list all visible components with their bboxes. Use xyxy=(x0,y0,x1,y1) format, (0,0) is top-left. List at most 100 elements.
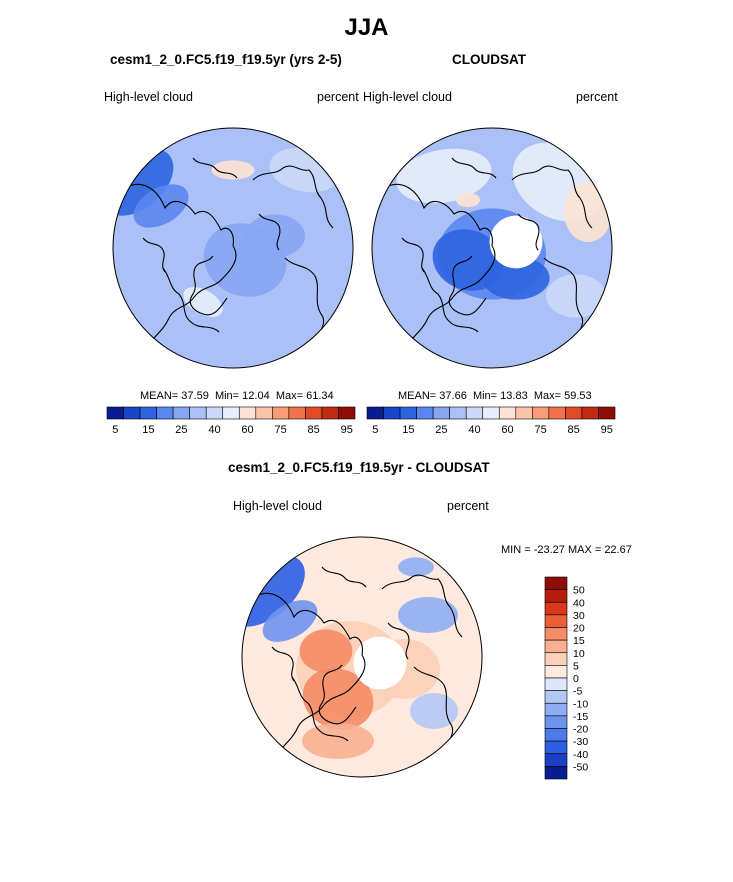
map-coastline xyxy=(383,183,493,247)
colorbar-swatch xyxy=(544,728,568,742)
colorbar-tick-label: 5 xyxy=(112,424,118,436)
panel1-colorbar: 5 15 25 40 60 75 85 95 xyxy=(106,406,356,436)
panel2-stats: MEAN= 37.66 Min= 13.83 Max= 59.53 xyxy=(398,390,592,402)
colorbar-swatch xyxy=(498,406,517,420)
panel1-map xyxy=(112,127,354,369)
map-coastline xyxy=(291,676,349,742)
panel1-min-label: Min= xyxy=(214,390,240,402)
map-coastline xyxy=(253,592,363,656)
map-coastline xyxy=(321,566,367,588)
colorbar-tick-label: 15 xyxy=(573,635,585,647)
map-coastline xyxy=(271,646,295,682)
colorbar-tick-label: 25 xyxy=(435,424,447,436)
panel2-title: CLOUDSAT xyxy=(452,52,526,67)
colorbar-tick-label: 5 xyxy=(573,660,579,672)
colorbar-swatch xyxy=(598,406,616,420)
panel2-min: 13.83 xyxy=(500,390,528,402)
colorbar-tick-label: -10 xyxy=(573,698,588,710)
colorbar-swatch xyxy=(321,406,339,420)
colorbar-swatch xyxy=(416,406,434,420)
map-field-region xyxy=(398,557,434,577)
panel1-mean: 37.59 xyxy=(181,390,209,402)
colorbar-swatch xyxy=(255,406,273,420)
panel1-max-label: Max= xyxy=(275,390,304,402)
map-border xyxy=(371,127,613,369)
colorbar-swatch xyxy=(432,406,450,420)
colorbar-tick-label: 10 xyxy=(573,648,585,660)
panel2-colorbar: 5 15 25 40 60 75 85 95 xyxy=(366,406,616,436)
colorbar-swatch xyxy=(338,406,356,420)
panel3-title: cesm1_2_0.FC5.f19_f19.5yr - CLOUDSAT xyxy=(228,460,490,475)
map-coastline xyxy=(517,213,540,251)
colorbar-swatch xyxy=(482,406,500,420)
map-coastline xyxy=(189,255,228,316)
colorbar-swatch xyxy=(544,740,568,755)
colorbar-swatch xyxy=(305,406,323,420)
colorbar-swatch xyxy=(449,406,467,420)
map-coastline xyxy=(271,654,366,762)
map-field-region xyxy=(133,184,189,228)
panel1-min: 12.04 xyxy=(242,390,270,402)
colorbar-tick-label: -40 xyxy=(573,749,588,761)
colorbar-swatch xyxy=(172,406,190,420)
panel2-min-label: Min= xyxy=(472,390,498,402)
map-field-region xyxy=(211,160,255,180)
colorbar-tick-label: 85 xyxy=(568,424,580,436)
map-coastline xyxy=(124,183,234,247)
map-missing-data xyxy=(489,215,543,269)
colorbar-tick-label: -20 xyxy=(573,724,588,736)
panel1-max: 61.34 xyxy=(306,390,334,402)
colorbar-tick-label: 95 xyxy=(601,424,613,436)
panel1-title: cesm1_2_0.FC5.f19_f19.5yr (yrs 2-5) xyxy=(110,52,342,67)
colorbar-swatch xyxy=(272,406,290,420)
colorbar-swatch xyxy=(238,406,257,420)
panel2-mean-label: MEAN= xyxy=(398,390,437,402)
map-coastline xyxy=(252,165,334,229)
colorbar-swatch xyxy=(544,639,568,654)
map-coastline xyxy=(381,574,463,638)
map-coastline xyxy=(511,165,593,229)
colorbar-tick-label: 5 xyxy=(372,424,378,436)
colorbar-swatch xyxy=(532,406,550,420)
panel3-units-label: percent xyxy=(447,499,489,513)
map-missing-data xyxy=(353,636,407,690)
panel1-variable-label: High-level cloud xyxy=(104,90,193,104)
colorbar-swatch xyxy=(581,406,599,420)
map-border xyxy=(241,536,483,778)
map-coastline xyxy=(451,157,497,179)
panel2-max-label: Max= xyxy=(533,390,562,402)
map-coastline xyxy=(258,213,281,251)
colorbar-swatch xyxy=(515,406,533,420)
map-border xyxy=(112,127,354,369)
map-field-region xyxy=(245,214,305,258)
colorbar-swatch xyxy=(106,406,124,420)
map-coastline xyxy=(318,664,357,725)
colorbar-swatch xyxy=(548,406,566,420)
colorbar-swatch xyxy=(189,406,207,420)
colorbar-tick-label: 60 xyxy=(501,424,513,436)
colorbar-tick-label: 40 xyxy=(208,424,220,436)
colorbar-tick-label: 25 xyxy=(175,424,187,436)
map-field-region xyxy=(258,282,328,334)
colorbar-swatch xyxy=(383,406,401,420)
map-coastline xyxy=(192,157,238,179)
map-field-region xyxy=(482,256,550,300)
colorbar-swatch xyxy=(156,406,174,420)
colorbar-tick-label: 0 xyxy=(573,673,579,685)
map-field-region xyxy=(299,629,353,673)
colorbar-swatch xyxy=(123,406,141,420)
colorbar-swatch xyxy=(565,406,583,420)
map-field-region xyxy=(398,597,458,633)
map-field-region xyxy=(456,192,480,208)
colorbar-swatch xyxy=(544,627,568,641)
panel1-units-label: percent xyxy=(317,90,359,104)
map-coastline xyxy=(401,237,425,273)
panel2-variable-label: High-level cloud xyxy=(363,90,452,104)
colorbar-tick-label: -5 xyxy=(573,686,582,698)
colorbar-swatch xyxy=(366,406,384,420)
map-coastline xyxy=(421,267,479,333)
colorbar-swatch xyxy=(544,665,568,679)
colorbar-swatch xyxy=(544,753,568,767)
colorbar-swatch xyxy=(139,406,157,420)
